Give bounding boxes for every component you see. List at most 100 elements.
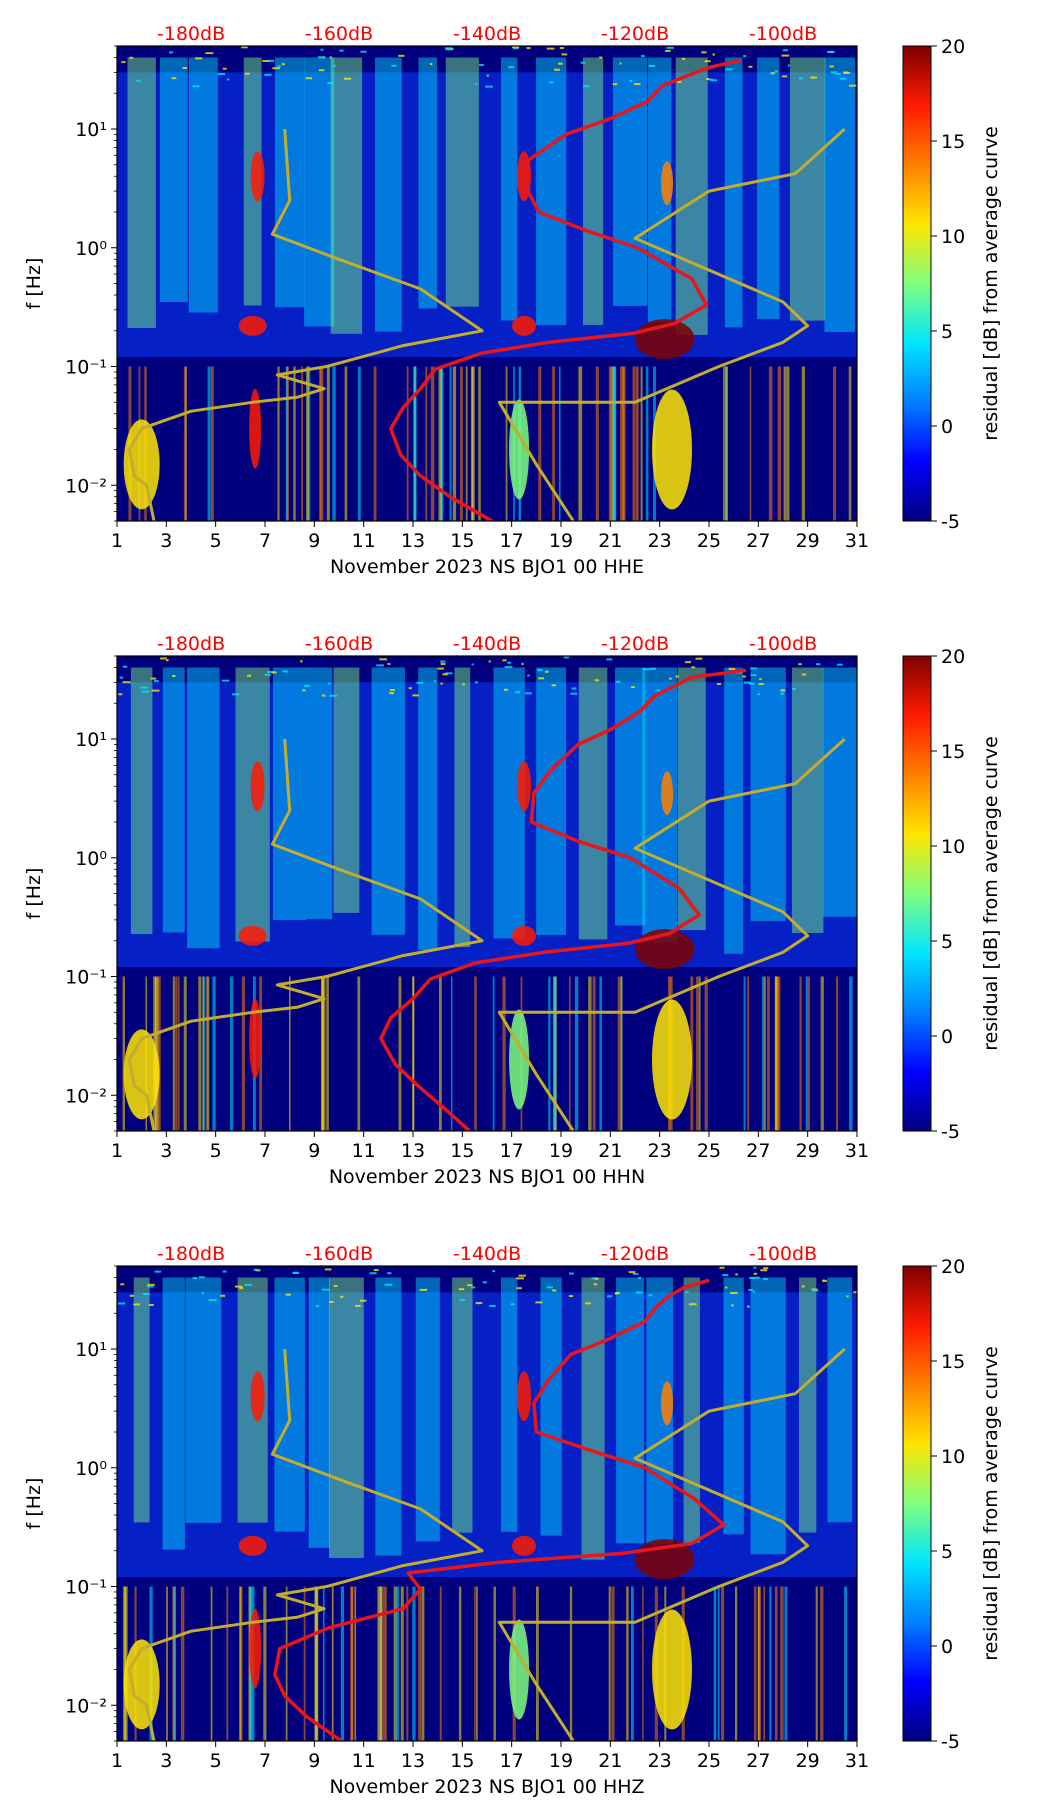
heatmap-noise bbox=[281, 63, 285, 66]
heatmap-noise bbox=[222, 67, 227, 70]
heatmap-noise bbox=[419, 1288, 428, 1291]
heatmap-noise bbox=[848, 84, 857, 87]
heatmap-hotspot bbox=[250, 761, 265, 812]
colorbar-label: residual [dB] from average curve bbox=[980, 126, 1002, 441]
y-tick-label: 10⁻² bbox=[65, 1695, 107, 1717]
heatmap-hairline bbox=[720, 1586, 725, 1741]
heatmap-hairline bbox=[704, 976, 708, 1131]
heatmap-streak bbox=[750, 1277, 786, 1555]
x-tick-label: 9 bbox=[308, 530, 320, 552]
heatmap-noise bbox=[479, 64, 484, 67]
heatmap-hairline bbox=[357, 976, 361, 1131]
x-tick-label: 5 bbox=[210, 530, 222, 552]
heatmap-noise bbox=[416, 681, 423, 684]
heatmap-streak bbox=[616, 1277, 645, 1544]
heatmap-noise bbox=[599, 56, 603, 59]
colorbar-tick-label: 0 bbox=[941, 1026, 953, 1048]
average-curve bbox=[379, 668, 747, 1131]
heatmap-noise bbox=[504, 666, 513, 669]
heatmap-hairline bbox=[799, 976, 802, 1131]
heatmap-noise bbox=[192, 1277, 198, 1280]
heatmap-noise bbox=[264, 673, 271, 676]
heatmap-noise bbox=[701, 51, 707, 54]
heatmap-noise bbox=[140, 686, 148, 689]
db-scale-label: -120dB bbox=[601, 633, 669, 655]
x-tick-label: 25 bbox=[697, 1140, 721, 1162]
heatmap-noise bbox=[546, 1286, 553, 1289]
heatmap-noise bbox=[489, 1304, 496, 1307]
heatmap-hairline bbox=[207, 976, 210, 1131]
heatmap-streak bbox=[162, 667, 185, 933]
heatmap-hairline bbox=[805, 976, 808, 1131]
heatmap-noise bbox=[719, 1266, 725, 1269]
heatmap-hairline bbox=[747, 976, 750, 1131]
heatmap-hairline bbox=[761, 976, 766, 1131]
heatmap-noise bbox=[369, 1272, 377, 1275]
heatmap-hotspot bbox=[512, 1535, 536, 1556]
heatmap-noise bbox=[731, 1304, 734, 1307]
heatmap-noise bbox=[462, 683, 465, 686]
heatmap-streak bbox=[799, 1277, 817, 1533]
heatmap-hairline bbox=[229, 976, 234, 1131]
heatmap-hairline bbox=[241, 976, 245, 1131]
heatmap-noise bbox=[512, 46, 520, 49]
heatmap-noise bbox=[322, 1288, 330, 1291]
heatmap-noise bbox=[830, 71, 838, 74]
heatmap-hairline bbox=[595, 366, 599, 521]
heatmap-noise bbox=[682, 57, 686, 60]
heatmap-noise bbox=[554, 68, 560, 71]
db-scale-label: -180dB bbox=[157, 633, 225, 655]
heatmap-noise bbox=[742, 675, 746, 678]
heatmap-hairline bbox=[322, 1586, 325, 1741]
db-scale-label: -140dB bbox=[453, 1243, 521, 1265]
heatmap-noise bbox=[749, 682, 755, 685]
heatmap-hairline bbox=[326, 366, 330, 521]
x-tick-label: 27 bbox=[746, 530, 770, 552]
heatmap-noise bbox=[142, 1293, 150, 1296]
heatmap-hairline bbox=[379, 1586, 383, 1741]
heatmap-hairline bbox=[620, 976, 623, 1131]
colorbar bbox=[902, 1265, 932, 1742]
heatmap-hairline bbox=[198, 976, 202, 1131]
heatmap-noise bbox=[730, 1291, 738, 1294]
heatmap-noise bbox=[615, 680, 621, 683]
heatmap-noise bbox=[571, 687, 577, 690]
heatmap-hairline bbox=[474, 976, 477, 1131]
heatmap-noise bbox=[198, 1276, 205, 1279]
heatmap-noise bbox=[638, 1277, 641, 1280]
heatmap-hairline bbox=[780, 1586, 784, 1741]
heatmap-noise bbox=[165, 659, 169, 662]
colorbar-tick-label: 5 bbox=[941, 931, 953, 953]
heatmap-streak bbox=[724, 57, 743, 328]
heatmap-noise bbox=[585, 1302, 592, 1305]
heatmap-noise bbox=[391, 64, 397, 67]
heatmap-noise bbox=[812, 1289, 819, 1292]
heatmap-noise bbox=[606, 658, 613, 661]
heatmap-hairline bbox=[722, 366, 725, 521]
heatmap-noise bbox=[748, 65, 753, 68]
heatmap-noise bbox=[725, 68, 733, 71]
heatmap-streak bbox=[677, 667, 706, 931]
heatmap-noise bbox=[129, 1294, 134, 1297]
heatmap-noise bbox=[836, 663, 843, 666]
heatmap-noise bbox=[120, 1283, 125, 1286]
heatmap-noise bbox=[538, 677, 545, 680]
heatmap-noise bbox=[801, 1285, 805, 1288]
db-scale-label: -120dB bbox=[601, 1243, 669, 1265]
heatmap-streak bbox=[824, 57, 856, 333]
heatmap-noise bbox=[835, 72, 841, 75]
heatmap-hairline bbox=[538, 366, 542, 521]
heatmap-noise bbox=[320, 48, 324, 51]
heatmap-hotspot bbox=[512, 315, 536, 336]
heatmap-noise bbox=[264, 73, 272, 76]
colorbar-tick-label: 10 bbox=[941, 1446, 965, 1468]
heatmap-noise bbox=[171, 77, 177, 80]
x-tick-label: 19 bbox=[549, 1140, 573, 1162]
heatmap-hairline bbox=[786, 366, 790, 521]
heatmap-noise bbox=[282, 670, 289, 673]
heatmap-hairline bbox=[380, 1586, 384, 1741]
heatmap-noise bbox=[684, 1291, 689, 1294]
heatmap-noise bbox=[305, 77, 313, 80]
